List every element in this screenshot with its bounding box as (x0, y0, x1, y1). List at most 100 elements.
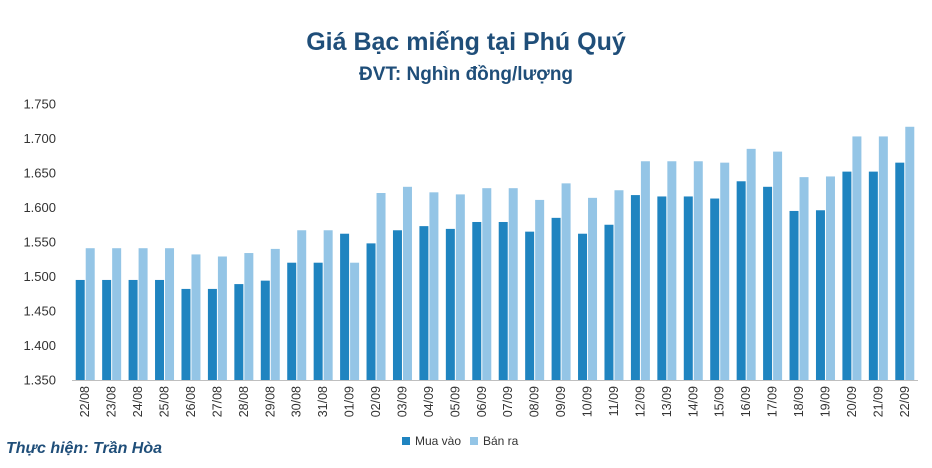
bar-mua-vao (842, 171, 852, 380)
bar-ban-ra (561, 183, 571, 380)
x-tick-label: 08/09 (528, 386, 542, 417)
bar-ban-ra (270, 248, 280, 380)
bar-ban-ra (746, 148, 756, 380)
bar-ban-ra (402, 186, 412, 380)
bar-ban-ra (720, 162, 730, 380)
bar-mua-vao (525, 231, 535, 380)
bar-ban-ra (878, 136, 888, 380)
bar-ban-ra (535, 199, 545, 380)
bar-mua-vao (815, 210, 825, 380)
x-tick-label: 31/08 (316, 386, 330, 417)
bar-mua-vao (75, 279, 85, 380)
bar-mua-vao (472, 221, 482, 380)
x-tick-label: 20/09 (845, 386, 859, 417)
bar-mua-vao (551, 217, 561, 380)
bar-mua-vao (419, 226, 429, 380)
bar-ban-ra (667, 161, 677, 380)
bar-ban-ra (138, 248, 148, 380)
bar-mua-vao (313, 262, 323, 380)
x-tick-label: 11/09 (607, 386, 621, 416)
y-axis: 1.350 1.400 1.450 1.500 1.550 1.600 1.650 1.700… (23, 97, 56, 388)
y-tick-label: 1.400 (23, 338, 56, 353)
bar-mua-vao (789, 210, 799, 380)
bar-mua-vao (710, 198, 720, 380)
bar-ban-ra (244, 253, 254, 380)
x-tick-label: 28/08 (237, 386, 251, 417)
y-tick-label: 1.700 (23, 131, 56, 146)
bar-ban-ra (191, 254, 201, 380)
legend-swatch-ban-ra (470, 437, 478, 445)
x-tick-label: 12/09 (633, 386, 647, 417)
bar-mua-vao (287, 262, 297, 380)
x-tick-label: 30/08 (290, 386, 304, 417)
bar-mua-vao (683, 196, 693, 380)
x-tick-label: 19/09 (818, 386, 832, 417)
bar-ban-ra (482, 188, 492, 380)
x-tick-label: 22/08 (78, 386, 92, 417)
bar-ban-ra (614, 190, 624, 380)
bar-ban-ra (165, 248, 175, 380)
x-tick-label: 02/09 (369, 386, 383, 417)
bar-mua-vao (657, 196, 667, 380)
chart-title: Giá Bạc miếng tại Phú Quý (306, 28, 626, 56)
x-tick-label: 14/09 (686, 386, 700, 417)
bar-ban-ra (297, 230, 307, 380)
bar-mua-vao (445, 228, 455, 380)
legend-label-mua-vao: Mua vào (415, 434, 461, 448)
bar-mua-vao (498, 221, 508, 380)
bar-ban-ra (588, 197, 598, 380)
x-tick-label: 03/09 (395, 386, 409, 417)
x-tick-label: 23/08 (105, 386, 119, 417)
chart-subtitle: ĐVT: Nghìn đồng/lượng (358, 64, 574, 85)
bar-ban-ra (640, 161, 650, 380)
x-tick-label: 16/09 (739, 386, 753, 417)
bar-ban-ra (905, 126, 915, 381)
x-tick-label: 24/08 (131, 386, 145, 417)
x-tick-label: 01/09 (343, 386, 357, 417)
bar-mua-vao (736, 181, 746, 380)
x-tick-label: 26/08 (184, 386, 198, 417)
bar-mua-vao (128, 279, 138, 380)
bar-mua-vao (578, 233, 588, 380)
bar-mua-vao (181, 288, 191, 380)
x-tick-label: 22/09 (898, 386, 912, 417)
bar-mua-vao (340, 233, 350, 380)
x-tick-label: 17/09 (766, 386, 780, 417)
x-axis: 22/08 23/08 24/08 25/08 26/08 27/08 28/08 29/08… (72, 380, 918, 417)
bar-mua-vao (868, 171, 878, 380)
bar-ban-ra (112, 248, 122, 380)
x-tick-label: 04/09 (422, 386, 436, 417)
bar-mua-vao (366, 243, 376, 380)
y-tick-label: 1.750 (23, 97, 56, 112)
y-tick-label: 1.650 (23, 166, 56, 181)
bar-ban-ra (455, 194, 465, 380)
bar-ban-ra (429, 192, 439, 380)
legend: Mua vào Bán ra (402, 434, 519, 448)
bar-mua-vao (392, 230, 402, 380)
y-tick-label: 1.350 (23, 373, 56, 388)
bar-series (75, 126, 915, 381)
bar-ban-ra (85, 248, 95, 380)
author-credit: Thực hiện: Trần Hòa (6, 440, 163, 457)
bar-ban-ra (773, 151, 783, 380)
bar-ban-ra (508, 188, 518, 380)
x-tick-label: 13/09 (660, 386, 674, 417)
y-tick-label: 1.500 (23, 269, 56, 284)
bar-mua-vao (895, 162, 905, 380)
bar-mua-vao (763, 186, 773, 380)
bar-ban-ra (217, 256, 227, 380)
bar-ban-ra (323, 230, 333, 380)
bar-mua-vao (604, 224, 614, 380)
y-tick-label: 1.600 (23, 200, 56, 215)
legend-swatch-mua-vao (402, 437, 410, 445)
bar-ban-ra (693, 161, 703, 380)
bar-ban-ra (350, 262, 360, 380)
bar-mua-vao (207, 288, 217, 380)
y-tick-label: 1.550 (23, 235, 56, 250)
x-tick-label: 18/09 (792, 386, 806, 417)
x-tick-label: 25/08 (158, 386, 172, 417)
y-tick-label: 1.450 (23, 304, 56, 319)
bar-ban-ra (799, 177, 809, 380)
bar-ban-ra (376, 193, 386, 380)
